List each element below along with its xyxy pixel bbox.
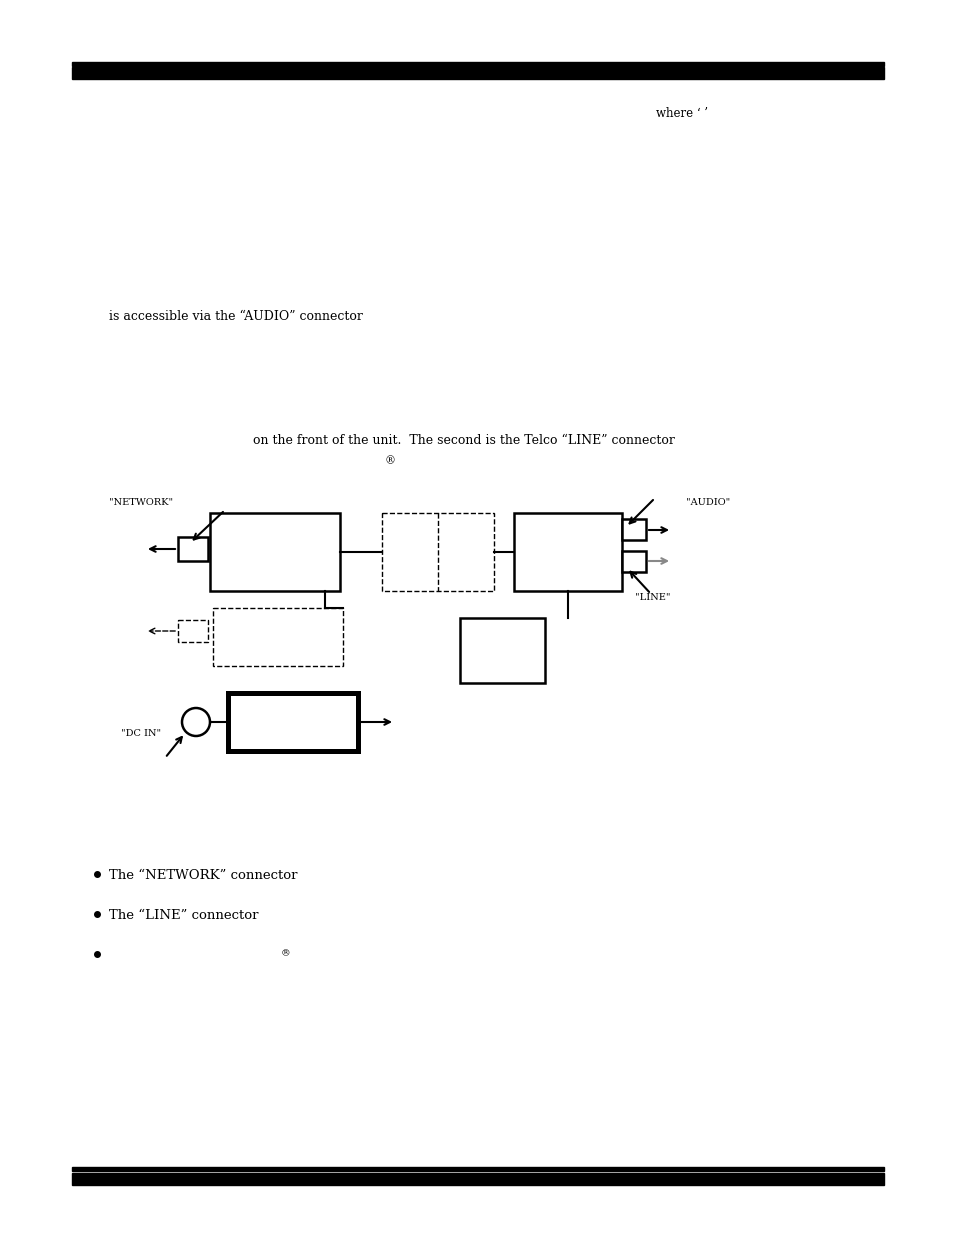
- Text: is accessible via the “AUDIO” connector: is accessible via the “AUDIO” connector: [109, 310, 362, 324]
- Bar: [71, 1173, 883, 1186]
- Bar: [459, 618, 544, 683]
- Text: The “NETWORK” connector: The “NETWORK” connector: [109, 869, 297, 882]
- Bar: [621, 519, 645, 540]
- Bar: [213, 608, 343, 666]
- Text: "LINE": "LINE": [635, 593, 670, 601]
- Text: "DC IN": "DC IN": [121, 729, 161, 739]
- Bar: [71, 62, 883, 65]
- Bar: [71, 1167, 883, 1171]
- Text: ®: ®: [385, 456, 395, 466]
- Text: "NETWORK": "NETWORK": [109, 498, 172, 508]
- Bar: [210, 513, 339, 592]
- Bar: [514, 513, 621, 592]
- Text: where ‘ ’: where ‘ ’: [656, 107, 707, 120]
- Bar: [71, 67, 883, 79]
- Circle shape: [182, 708, 210, 736]
- Text: on the front of the unit.  The second is the Telco “LINE” connector: on the front of the unit. The second is …: [253, 433, 674, 447]
- Bar: [178, 537, 208, 561]
- Bar: [381, 513, 494, 592]
- Bar: [228, 693, 357, 751]
- Bar: [621, 551, 645, 572]
- Bar: [178, 620, 208, 642]
- Text: "AUDIO": "AUDIO": [685, 498, 729, 508]
- Text: ®: ®: [281, 948, 291, 958]
- Text: The “LINE” connector: The “LINE” connector: [109, 909, 258, 923]
